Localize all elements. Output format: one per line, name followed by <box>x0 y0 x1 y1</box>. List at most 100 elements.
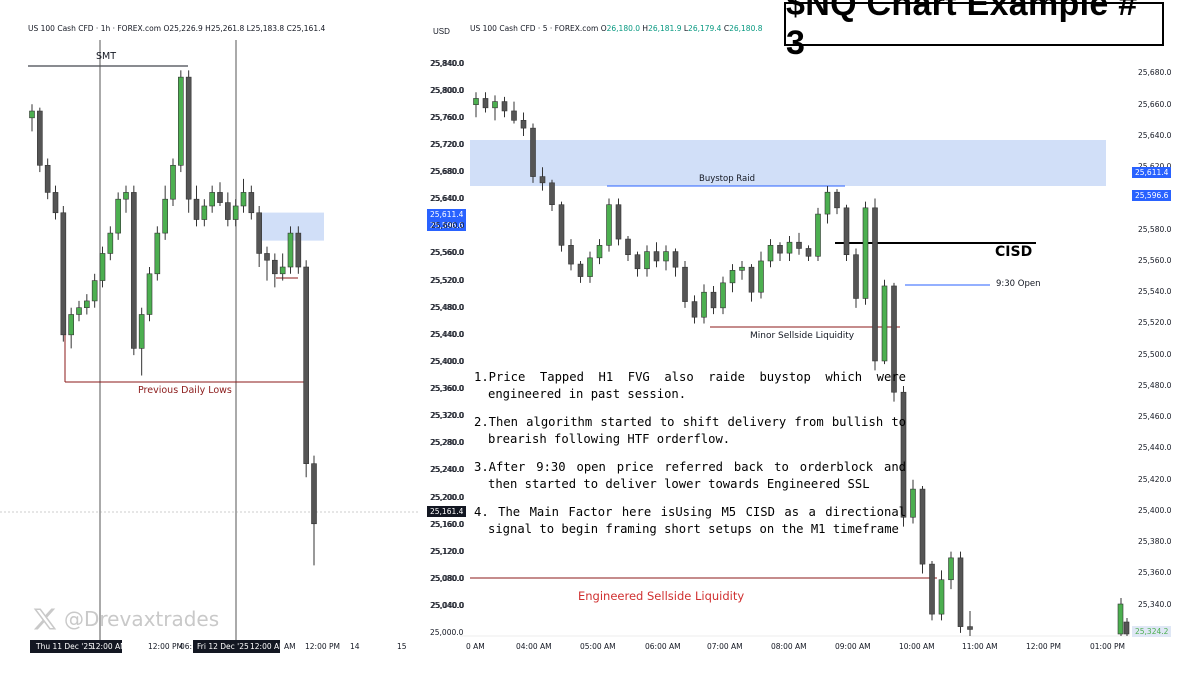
m5-candle-body <box>596 245 603 259</box>
m5-price-tick-left: 25,560.0 <box>431 248 465 258</box>
cisd-label: CISD <box>995 244 1033 260</box>
h1-symbol: US 100 Cash CFD · 1h · FOREX.com <box>28 24 162 33</box>
h1-price-tick: 25,720.0 <box>430 139 464 149</box>
m5-candle-body <box>720 282 726 309</box>
m5-low: 26,179.4 <box>688 24 722 33</box>
h1-price-tick: 25,640.0 <box>430 194 464 204</box>
analysis-notes: 1.Price Tapped H1 FVG also raide buystop… <box>474 369 906 549</box>
note-3: 3.After 9:30 open price referred back to… <box>474 460 906 491</box>
m5-candle-body <box>967 626 973 630</box>
h1-candle-body <box>287 232 294 268</box>
h1-price-tick: 25,000.0 <box>430 628 464 638</box>
m5-chart-header: US 100 Cash CFD · 5 · FOREX.com O26,180.… <box>470 24 763 33</box>
m5-candle-body <box>1123 621 1130 635</box>
h1-price-tick: 25,480.0 <box>430 302 464 312</box>
h1-price-tick: 25,560.0 <box>430 248 464 258</box>
h1-price-tick: 25,440.0 <box>430 329 464 339</box>
m5-price-tick-right: 25,680.0 <box>1138 68 1172 78</box>
h1-candle-body <box>279 266 286 275</box>
h1-time-tick: 12:00 AM <box>250 642 286 651</box>
m5-candle-body <box>587 257 593 277</box>
m5-price-tick-left: 25,840.0 <box>431 58 465 68</box>
m5-candle-body <box>625 238 631 256</box>
m5-candle-body <box>748 266 755 293</box>
m5-candle-body <box>473 98 479 105</box>
m5-candle-body <box>672 251 679 268</box>
m5-price-tick-left: 25,440.0 <box>431 329 465 339</box>
watermark-handle: @Drevaxtrades <box>64 607 220 631</box>
m5-price-tick-left: 25,400.0 <box>431 356 465 366</box>
m5-candle-body <box>900 391 907 518</box>
m5-time-tick: 07:00 AM <box>707 642 743 651</box>
m5-price-tick-right: 25,400.0 <box>1138 505 1172 515</box>
m5-time-tick: 06:00 AM <box>645 642 681 651</box>
h1-candle-body <box>295 232 302 268</box>
m5-price-tick-right: 25,660.0 <box>1138 99 1172 109</box>
h1-candle-body <box>240 192 247 207</box>
note-2: 2.Then algorithm started to shift delive… <box>474 415 906 446</box>
h1-candle-body <box>248 192 255 214</box>
m5-close: 26,180.8 <box>729 24 763 33</box>
m5-price-tick-left: 25,320.0 <box>431 411 465 421</box>
buystop-raid-label: Buystop Raid <box>699 174 755 184</box>
h1-time-tick: AM <box>284 642 296 651</box>
h1-candle-body <box>84 300 90 309</box>
h1-candle-body <box>193 198 200 220</box>
m5-time-tick: 10:00 AM <box>899 642 935 651</box>
h1-time-tick: 14 <box>350 642 360 651</box>
m5-candle-body <box>948 557 954 581</box>
h1-candle-body <box>170 164 176 200</box>
minor-ssl-label: Minor Sellside Liquidity <box>750 331 855 341</box>
h1-price-tick: 25,760.0 <box>430 112 464 122</box>
h1-candle-body <box>232 205 239 220</box>
m5-candle-body <box>511 110 517 121</box>
h1-candlestick-chart <box>0 40 420 653</box>
h1-high: 25,261.8 <box>210 24 245 33</box>
m5-candle-body <box>891 285 897 393</box>
m5-candle-body <box>929 563 935 615</box>
x-logo-icon <box>33 608 57 630</box>
m5-candle-body <box>862 207 869 299</box>
m5-candle-body <box>1117 603 1124 635</box>
m5-price-tick-right: 25,360.0 <box>1138 568 1172 578</box>
m5-price-tick-right: 25,580.0 <box>1138 224 1172 234</box>
m5-candle-body <box>615 204 622 240</box>
m5-symbol: US 100 Cash CFD · 5 · FOREX.com <box>470 24 599 33</box>
h1-candle-body <box>311 463 317 525</box>
h1-candle-body <box>217 192 223 203</box>
h1-candle-body <box>131 192 137 349</box>
m5-fvg-zone <box>470 140 1106 186</box>
h1-candle-body <box>209 192 215 207</box>
h1-last-price-badge: 25,161.4 <box>427 506 467 517</box>
h1-candle-body <box>29 110 35 119</box>
m5-price-tick-left: 25,480.0 <box>431 302 465 312</box>
m5-price-tick-right: 25,620.0 <box>1138 162 1171 171</box>
m5-candle-body <box>805 248 812 257</box>
h1-price-tick: 25,240.0 <box>430 465 464 475</box>
h1-time-tick: Fri 12 Dec '25 <box>197 642 249 651</box>
smt-label: SMT <box>96 51 117 62</box>
m5-candle-body <box>501 101 508 112</box>
m5-candle-body <box>530 127 536 177</box>
h1-low: 25,183.8 <box>250 24 285 33</box>
m5-price-tick-left: 25,720.0 <box>431 139 465 149</box>
m5-candle-body <box>758 260 764 293</box>
previous-daily-lows-label: Previous Daily Lows <box>138 385 232 396</box>
h1-time-tick: 12:00 PM <box>305 642 340 651</box>
m5-candle-body <box>663 251 669 262</box>
h1-price-tick: 25,360.0 <box>430 384 464 394</box>
m5-candle-body <box>691 301 698 318</box>
m5-candle-body <box>482 98 489 109</box>
m5-open: 26,180.0 <box>606 24 641 33</box>
m5-candle-body <box>957 557 964 627</box>
h1-price-tick: 25,800.0 <box>430 85 464 95</box>
engineered-ssl-label: Engineered Sellside Liquidity <box>578 589 745 603</box>
h1-fvg-top-badge: 25,611.4 <box>427 209 467 220</box>
h1-chart-header: US 100 Cash CFD · 1h · FOREX.com O25,226… <box>28 24 326 33</box>
h1-chart-panel: US 100 Cash CFD · 1h · FOREX.com O25,226… <box>0 0 467 675</box>
h1-candle-body <box>52 192 59 214</box>
m5-candle-body <box>577 263 584 277</box>
h1-candle-body <box>123 192 129 200</box>
m5-price-tick-left: 25,520.0 <box>431 275 465 285</box>
h1-candle-body <box>138 314 145 349</box>
